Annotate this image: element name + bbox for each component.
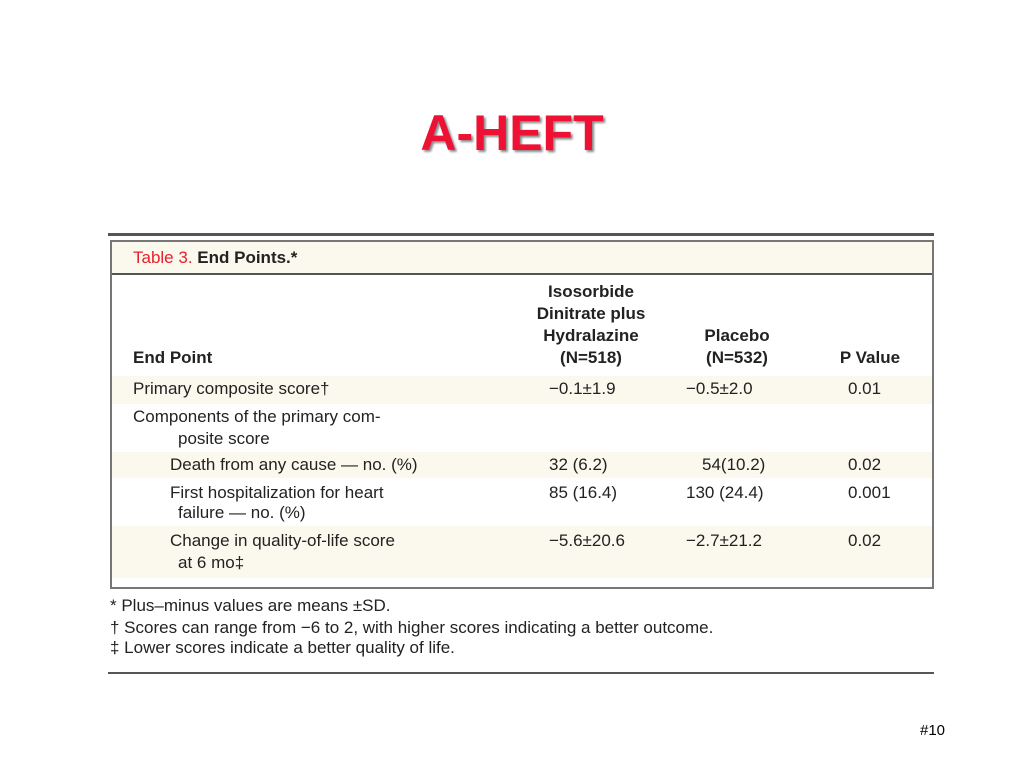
page-number: #10	[920, 722, 946, 739]
row-band	[112, 452, 932, 478]
header-placebo-1: Placebo	[704, 326, 770, 345]
row-band	[112, 526, 932, 578]
row-p: 0.02	[848, 531, 882, 550]
row-band	[112, 376, 932, 404]
row-placebo: 130 (24.4)	[686, 483, 764, 502]
header-pvalue: P Value	[839, 348, 901, 367]
footnote: ‡ Lower scores indicate a better quality…	[110, 638, 455, 657]
end-points-table: Table 3. End Points.* End Point Isosorbi…	[110, 240, 934, 589]
footnote: * Plus–minus values are means ±SD.	[110, 596, 391, 615]
footnote: † Scores can range from −6 to 2, with hi…	[110, 618, 714, 637]
row-iso: −0.1±1.9	[549, 379, 616, 398]
row-label: Death from any cause — no. (%)	[170, 455, 418, 474]
header-iso-3: Hydralazine	[543, 326, 639, 345]
row-label-cont: failure — no. (%)	[178, 503, 306, 522]
row-placebo: −0.5±2.0	[686, 379, 753, 398]
row-label: First hospitalization for heart	[170, 483, 384, 502]
caption-label: Table 3.	[133, 248, 193, 267]
header-iso-4: (N=518)	[560, 348, 622, 367]
top-rule	[108, 233, 934, 236]
caption-bar	[112, 242, 932, 275]
header-iso-2: Dinitrate plus	[536, 304, 646, 323]
row-iso: 32 (6.2)	[549, 455, 608, 474]
row-placebo: 54(10.2)	[702, 455, 766, 474]
row-label-cont: at 6 mo‡	[178, 553, 245, 572]
row-label: Components of the primary com-	[133, 407, 381, 426]
row-label: Change in quality-of-life score	[170, 531, 395, 550]
row-label: Primary composite score†	[133, 379, 330, 398]
row-p: 0.001	[848, 483, 891, 502]
row-iso: −5.6±20.6	[549, 531, 625, 550]
header-placebo-2: (N=532)	[706, 348, 768, 367]
row-placebo: −2.7±21.2	[686, 531, 762, 550]
row-label-cont: posite score	[178, 429, 270, 448]
table-caption: Table 3. End Points.*	[133, 248, 297, 268]
row-p: 0.02	[848, 455, 882, 474]
header-iso-1: Isosorbide	[548, 282, 634, 301]
row-p: 0.01	[848, 379, 882, 398]
header-endpoint: End Point	[133, 348, 213, 367]
caption-text: End Points.*	[197, 248, 298, 267]
row-iso: 85 (16.4)	[549, 483, 618, 502]
bottom-rule	[108, 672, 934, 674]
slide-title: A-HEFT	[420, 105, 604, 161]
